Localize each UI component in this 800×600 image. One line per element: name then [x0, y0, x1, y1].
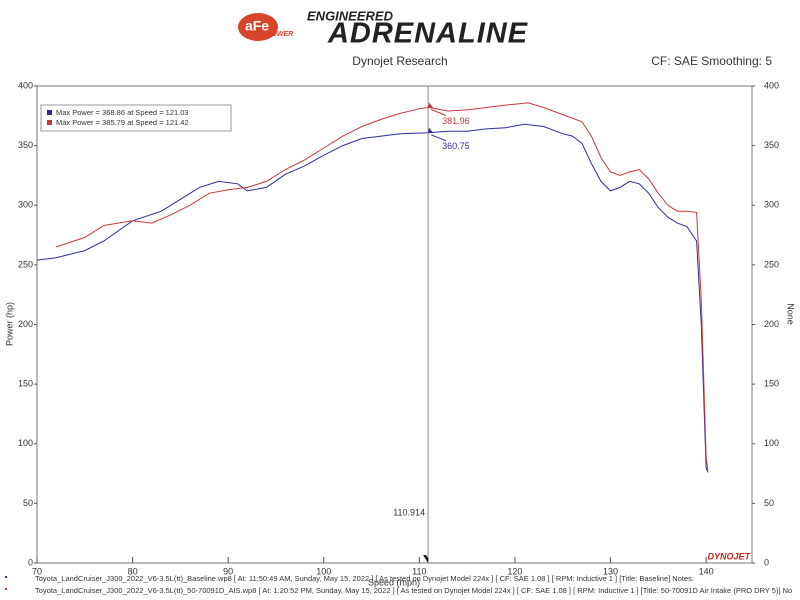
y-tick-label: 150 — [18, 379, 33, 389]
y-tick-label: 200 — [18, 319, 33, 329]
cursor-marker — [428, 127, 434, 133]
plot-frame — [36, 85, 753, 564]
y2-tick-label: 400 — [764, 80, 779, 90]
footnote-dot — [5, 588, 7, 590]
y2-tick-label: 250 — [764, 259, 779, 269]
cursor-leader — [430, 109, 447, 116]
brand-mark: DYNOJET — [707, 551, 751, 561]
y-tick-label: 0 — [28, 557, 33, 567]
legend-swatch — [47, 110, 52, 115]
x-tick-label: 90 — [223, 566, 233, 576]
chart-title: Dynojet Research — [352, 54, 447, 68]
cursor-label: 110.914 — [393, 507, 425, 517]
footnote: Toyota_LandCruiser_J300_2022_V6-3.5L(tt)… — [35, 586, 792, 595]
x-tick-label: 130 — [603, 566, 618, 576]
x-tick-label: 70 — [32, 566, 42, 576]
y2-axis-label: None — [786, 303, 796, 325]
legend — [40, 104, 232, 132]
logo-brand: aFe — [245, 18, 269, 34]
x-tick-label: 80 — [128, 566, 138, 576]
legend-label: Max Power = 368.86 at Speed = 121.03 — [56, 108, 189, 117]
series-line — [36, 123, 709, 473]
y2-tick-label: 200 — [764, 319, 779, 329]
cursor-value-label: 381.96 — [442, 116, 470, 126]
y-tick-label: 250 — [18, 259, 33, 269]
logo-name: ADRENALINE — [327, 18, 529, 50]
y2-tick-label: 300 — [764, 200, 779, 210]
chart-subtitle: CF: SAE Smoothing: 5 — [651, 54, 772, 68]
footnote: Toyota_LandCruiser_J300_2022_V6-3.5L(tt)… — [35, 574, 694, 583]
legend-swatch — [47, 120, 52, 125]
x-tick-label: 140 — [699, 566, 714, 576]
cursor-leader — [430, 134, 447, 142]
y2-tick-label: 150 — [764, 379, 779, 389]
y-tick-label: 350 — [18, 140, 33, 150]
cursor-marker — [428, 102, 434, 108]
y-tick-label: 100 — [18, 438, 33, 448]
cursor-value-label: 360.75 — [442, 141, 470, 151]
x-tick-label: 100 — [316, 566, 331, 576]
series-line — [55, 102, 709, 473]
y-tick-label: 50 — [23, 498, 33, 508]
legend-label: Max Power = 385.79 at Speed = 121.42 — [56, 118, 189, 127]
y-tick-label: 300 — [18, 200, 33, 210]
y2-tick-label: 0 — [764, 557, 769, 567]
y-tick-label: 400 — [18, 80, 33, 90]
footnote-dot — [5, 576, 7, 578]
logo: aFe POWER ENGINEERED ADRENALINE — [238, 8, 529, 50]
logo-tagline: ENGINEERED — [307, 8, 394, 23]
x-tick-label: 120 — [507, 566, 522, 576]
y2-tick-label: 350 — [764, 140, 779, 150]
y2-tick-label: 100 — [764, 438, 779, 448]
cursor-arrow — [423, 555, 429, 563]
logo-badge — [238, 13, 278, 41]
x-tick-label: 110 — [412, 566, 426, 576]
y2-tick-label: 50 — [764, 498, 774, 508]
logo-sub: POWER — [267, 31, 293, 38]
x-axis-label: Speed (mph) — [368, 577, 420, 587]
y-axis-label: Power (hp) — [4, 302, 14, 346]
